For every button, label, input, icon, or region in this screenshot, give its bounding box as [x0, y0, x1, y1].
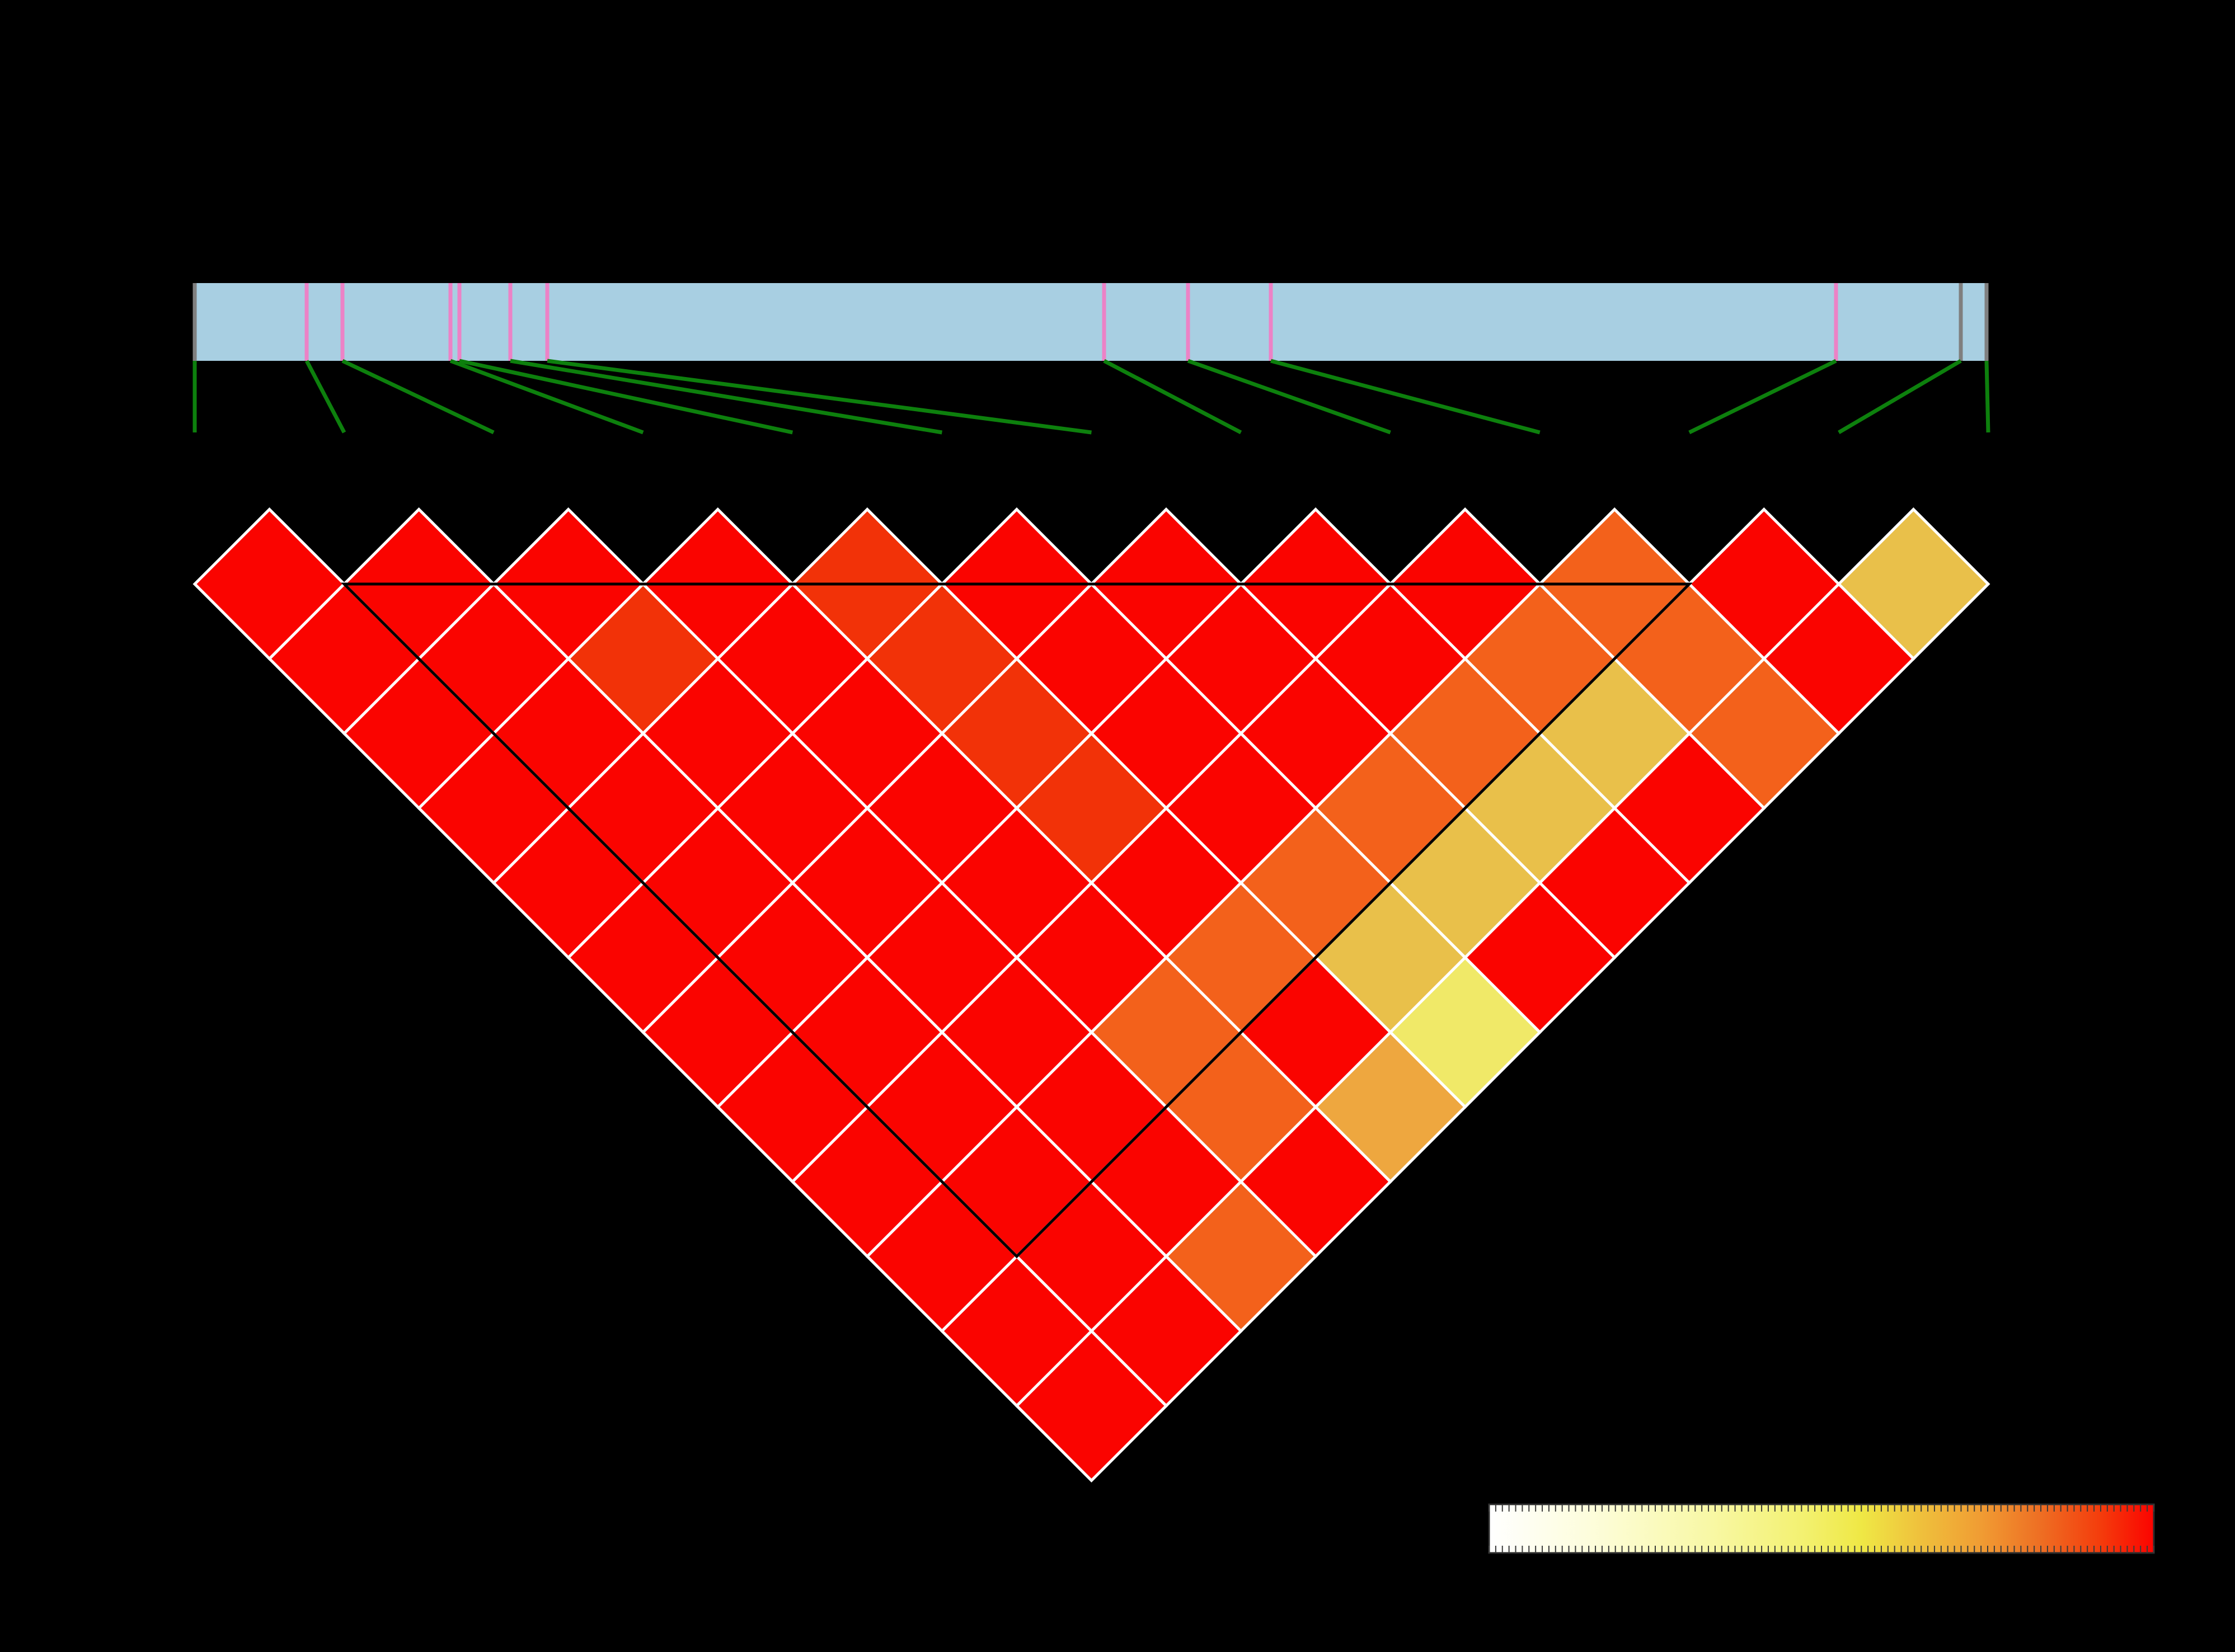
ld-cell [1015, 1329, 1168, 1483]
ld-block-triangle [341, 582, 1693, 1259]
snp-tick [304, 283, 309, 361]
connector-line [459, 359, 793, 435]
connector-line [1838, 359, 1962, 435]
snp-tick [508, 283, 513, 361]
color-key-bar [1488, 1503, 2155, 1554]
connector-line [510, 359, 942, 435]
ld-block-outline [341, 582, 1693, 1259]
snp-tick [192, 283, 197, 361]
snp-tick [1186, 283, 1190, 361]
connector-line [1187, 359, 1391, 435]
genome-bar [193, 283, 1988, 361]
connector-line [341, 359, 495, 435]
snp-tick [1959, 283, 1963, 361]
snp-tick [448, 283, 453, 361]
connector-line [304, 360, 346, 434]
snp-tick [340, 283, 345, 361]
snp-tick [1102, 283, 1106, 361]
color-key [1488, 1503, 2155, 1554]
snp-position-ticks [192, 283, 1989, 361]
connector-line [547, 359, 1092, 435]
connector-line [1270, 359, 1541, 435]
connector-line [1984, 360, 1990, 433]
snp-tick [457, 283, 462, 361]
snp-tick [1834, 283, 1838, 361]
connector-line [1688, 359, 1837, 435]
connector-lines [192, 359, 1990, 435]
connector-line [449, 359, 644, 435]
snp-tick [545, 283, 550, 361]
snp-tick [1984, 283, 1989, 361]
connector-line [1103, 359, 1242, 435]
snp-tick [1269, 283, 1273, 361]
